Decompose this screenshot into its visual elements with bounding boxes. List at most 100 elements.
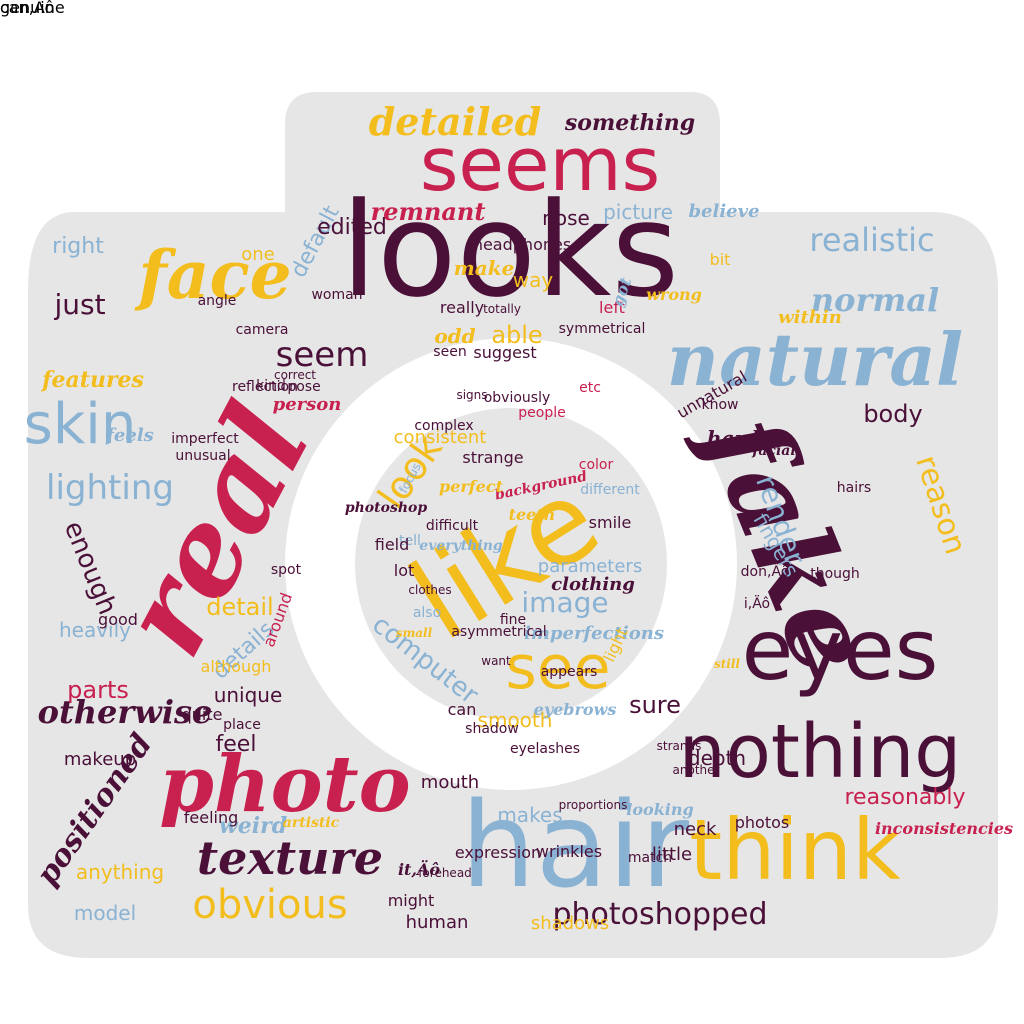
word-photoshop: photoshop (344, 500, 428, 516)
word-totally: totally (483, 302, 521, 316)
word-another: another (672, 763, 720, 777)
word-suggest: suggest (473, 343, 537, 362)
word-place: place (223, 717, 261, 733)
word-weird: weird (218, 813, 288, 839)
word-seems: seems (419, 122, 661, 208)
word-reflection: reflection (231, 379, 299, 395)
word-headphones: headphones (472, 235, 572, 254)
word-seem: seem (275, 335, 369, 375)
word-difficult: difficult (425, 518, 479, 534)
word-woman: woman (311, 287, 363, 303)
word-facial: facial (752, 443, 796, 459)
word-know: know (701, 397, 739, 413)
word-still: still (714, 657, 740, 671)
word-makes: makes (497, 803, 563, 827)
word-nose: nose (542, 206, 590, 230)
word-see: see (505, 633, 611, 703)
word-symmetrical: symmetrical (558, 321, 646, 337)
word-photoshopped: photoshopped (552, 897, 768, 932)
word-bit: bit (709, 250, 731, 269)
word-neck: neck (673, 819, 717, 840)
word-photos: photos (734, 813, 790, 832)
word-skin: skin (23, 392, 137, 457)
word-inconsistencies: inconsistencies (874, 819, 1014, 838)
word-hair: hair (460, 776, 690, 914)
word-features: features (42, 367, 144, 393)
word-smooth: smooth (477, 708, 553, 732)
word-clothing: clothing (551, 574, 635, 595)
word-shadows: shadows (530, 913, 610, 934)
word-left: left (599, 298, 625, 317)
word-shadow: shadow (465, 721, 519, 737)
word-able: able (491, 321, 543, 349)
word-think: think (689, 801, 901, 899)
word-parameters: parameters (537, 556, 643, 577)
word-complex: complex (414, 418, 474, 434)
word-believe: believe (688, 201, 760, 222)
word-match: match (627, 850, 673, 866)
word-sure: sure (629, 691, 681, 719)
word-mouth: mouth (420, 772, 480, 793)
word-detail: detail (206, 593, 274, 621)
word-lot: lot (393, 561, 415, 580)
word-artistic: artistic (282, 815, 340, 831)
word-normal: normal (810, 281, 940, 319)
word-everything: everything (419, 538, 503, 554)
word-person: person (272, 394, 342, 415)
word-little: little (651, 844, 693, 865)
word-unique: unique (213, 683, 283, 707)
word-hard: hard (706, 426, 760, 450)
word-etc: etc (579, 380, 601, 396)
word-feels: feels (106, 425, 154, 446)
word-imperfect: imperfect (171, 431, 239, 447)
word-dont: don,Äô (740, 564, 790, 580)
word-smile: smile (588, 513, 632, 532)
word-picture: picture (603, 200, 673, 224)
word-edited: edited (317, 215, 387, 240)
word-depth: depth (687, 746, 747, 770)
word-camera: camera (235, 322, 289, 338)
word-seen: seen (433, 344, 467, 360)
word-eyelashes: eyelashes (509, 741, 581, 757)
word-feel: feel (215, 732, 257, 757)
word-human: human (405, 912, 469, 933)
word-signs: signs (456, 388, 488, 402)
word-spot: spot (270, 562, 302, 578)
word-pose: pose (287, 379, 321, 395)
word-though: though (810, 566, 860, 582)
word-unusual: unusual (175, 448, 231, 464)
word-right: right (52, 234, 104, 259)
word-consistent: consistent (393, 427, 487, 448)
word-eyebrows: eyebrows (533, 700, 617, 719)
word-small: small (395, 626, 433, 640)
word-looking: looking (626, 800, 694, 819)
camera-body-shape (28, 92, 998, 958)
word-clothes: clothes (408, 583, 452, 597)
word-make: make (453, 256, 515, 280)
word-lighting: lighting (46, 468, 174, 508)
word-reasonably: reasonably (844, 785, 966, 810)
word-kind: kind (256, 378, 286, 394)
word-cant: can,Äô (0, 0, 55, 17)
word-genuine: genuine (0, 0, 65, 17)
word-face: face (138, 236, 292, 314)
word-teeth: teeth (508, 505, 556, 524)
word-wrong: wrong (646, 285, 702, 304)
word-angle: angle (197, 293, 237, 309)
word-wrinkles: wrinkles (535, 842, 603, 861)
word-tell: tell (399, 533, 421, 549)
word-forehead: forehead (418, 866, 472, 880)
word-imperfections: imperfections (524, 623, 664, 644)
word-its: it,Äô (397, 860, 441, 879)
word-might: might (387, 891, 435, 910)
word-fine: fine (499, 612, 527, 628)
word-makeup: makeup (63, 749, 137, 770)
word-remnant: remnant (370, 197, 486, 226)
word-something: something (564, 110, 696, 136)
word-body: body (863, 400, 923, 428)
word-asymmetrical: asymmetrical (451, 624, 547, 640)
word-heavily: heavily (58, 618, 132, 642)
word-just: just (54, 288, 106, 321)
word-proportions: proportions (558, 798, 628, 812)
